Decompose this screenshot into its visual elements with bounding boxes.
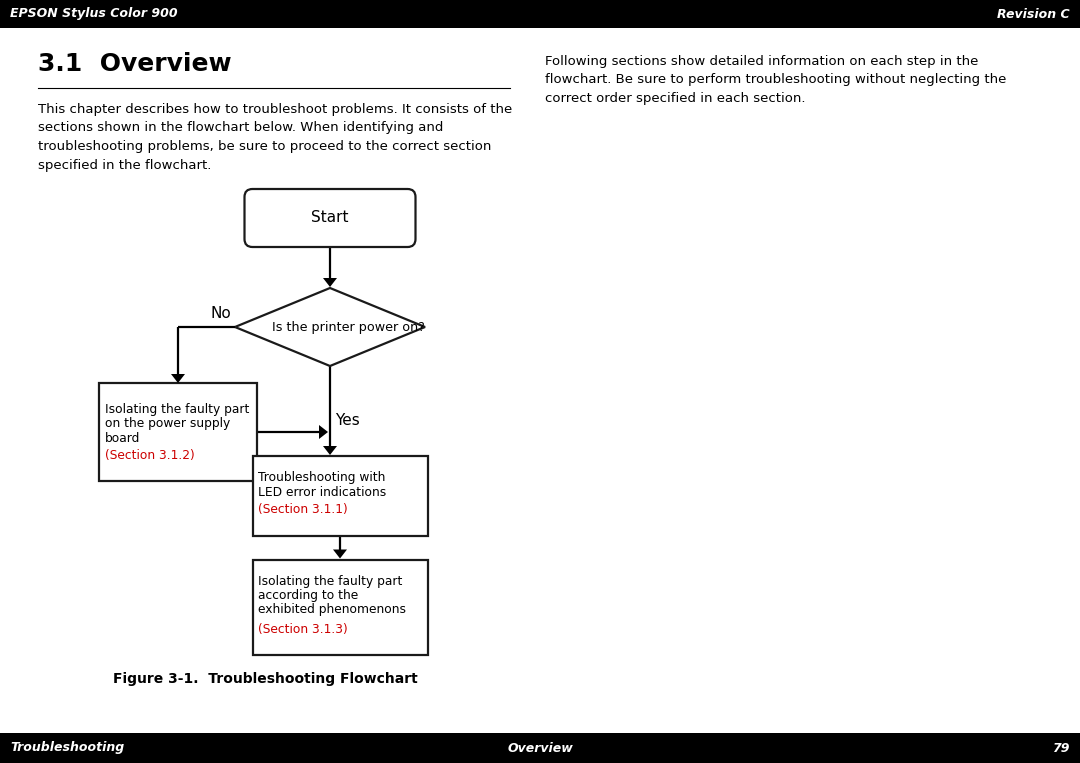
Polygon shape: [323, 278, 337, 287]
Text: Troubleshooting: Troubleshooting: [10, 742, 124, 755]
Polygon shape: [333, 549, 347, 559]
Polygon shape: [319, 425, 328, 439]
Bar: [253, 456, 428, 536]
Bar: [0, 0, 1080, 28]
Text: Revision C: Revision C: [997, 8, 1070, 21]
Bar: [253, 559, 428, 655]
Text: (Section 3.1.1): (Section 3.1.1): [258, 504, 348, 517]
Text: (Section 3.1.2): (Section 3.1.2): [105, 449, 194, 462]
Text: according to the: according to the: [258, 590, 359, 603]
Text: (Section 3.1.3): (Section 3.1.3): [258, 623, 348, 636]
Text: EPSON Stylus Color 900: EPSON Stylus Color 900: [10, 8, 177, 21]
Text: 79: 79: [1053, 742, 1070, 755]
Text: Following sections show detailed information on each step in the
flowchart. Be s: Following sections show detailed informa…: [545, 55, 1007, 105]
Text: Overview: Overview: [508, 742, 572, 755]
Text: LED error indications: LED error indications: [258, 485, 387, 498]
Polygon shape: [235, 288, 426, 366]
Bar: [0, 733, 1080, 763]
Text: 3.1  Overview: 3.1 Overview: [38, 52, 231, 76]
Text: Is the printer power on?: Is the printer power on?: [271, 320, 424, 333]
Text: Figure 3-1.  Troubleshooting Flowchart: Figure 3-1. Troubleshooting Flowchart: [112, 672, 417, 686]
Text: Isolating the faulty part: Isolating the faulty part: [105, 404, 249, 417]
Polygon shape: [323, 446, 337, 455]
Text: on the power supply: on the power supply: [105, 417, 230, 430]
Text: No: No: [211, 305, 231, 320]
Text: exhibited phenomenons: exhibited phenomenons: [258, 604, 406, 617]
Text: This chapter describes how to troubleshoot problems. It consists of the
sections: This chapter describes how to troublesho…: [38, 103, 512, 172]
Polygon shape: [171, 374, 185, 383]
Text: board: board: [105, 432, 140, 445]
Text: Yes: Yes: [335, 413, 360, 428]
Bar: [99, 383, 257, 481]
FancyBboxPatch shape: [244, 189, 416, 247]
Text: Isolating the faulty part: Isolating the faulty part: [258, 575, 403, 588]
Text: Start: Start: [311, 211, 349, 226]
Text: Troubleshooting with: Troubleshooting with: [258, 472, 386, 485]
